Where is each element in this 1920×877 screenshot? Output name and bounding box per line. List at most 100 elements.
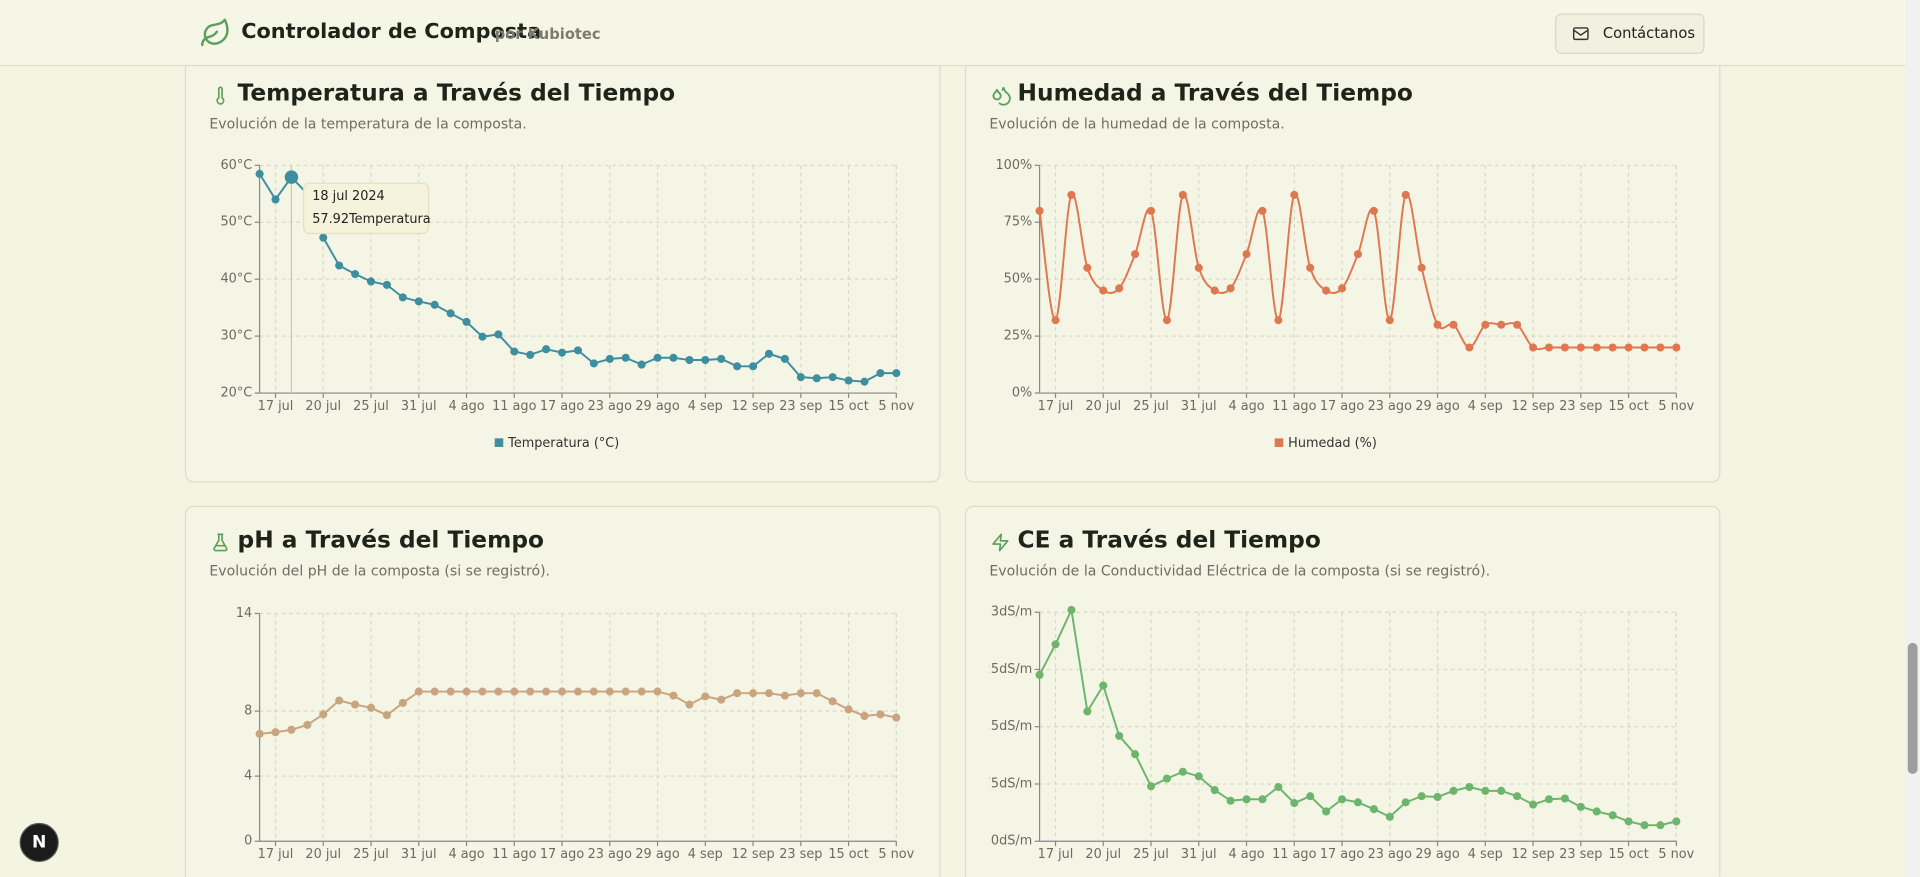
data-point [812,374,821,383]
plot: Humedad (%) [1035,190,1681,451]
data-point [1051,316,1060,325]
data-point [1178,190,1187,199]
y-tick-label: 75% [1004,215,1033,230]
data-point [1624,817,1633,826]
y-tick-label: 8 [244,704,252,719]
data-point [1576,802,1585,811]
x-tick-label: 5 nov [878,399,914,414]
x-tick-label: 17 ago [1320,847,1364,862]
x-tick-label: 17 jul [258,847,294,862]
data-point [749,689,758,698]
data-point [526,350,535,359]
data-point [733,689,742,698]
tooltip-body: 57.92Temperatura [312,211,430,226]
data-point [1576,343,1585,352]
data-point [1083,263,1092,272]
data-point [1481,786,1490,795]
data-point [1513,792,1522,801]
data-point [1592,343,1601,352]
data-point [685,700,694,709]
data-point [749,362,758,371]
x-tick-label: 11 ago [1272,399,1316,414]
x-tick-label: 20 jul [1085,399,1121,414]
data-point [828,373,837,382]
data-point [1274,782,1283,792]
x-tick-label: 4 sep [1468,399,1503,414]
data-point [382,711,391,720]
x-tick-label: 23 ago [588,847,632,862]
data-point [1672,817,1681,826]
x-tick-label: 17 jul [1038,399,1074,414]
data-point [701,692,710,701]
data-point [1385,812,1394,821]
y-tick-label: 25% [1004,329,1033,344]
dev-badge[interactable]: N [19,822,59,863]
data-point [398,698,407,707]
zap-icon [992,533,1009,552]
data-point [860,711,869,721]
data-point [1290,799,1299,808]
data-point [478,687,487,696]
chart: 0 4 8 14 17 jul 20 jul 25 jul 31 jul 4 ago 11 ago… [236,606,915,862]
data-point [1258,206,1267,215]
data-point [1656,821,1665,830]
header: Controlador de Composta por Kubiotec Con… [0,0,1920,67]
data-point [1353,250,1363,259]
y-tick-label: 40°C [221,272,253,287]
data-point [1306,792,1315,801]
x-tick-label: 17 ago [540,399,584,414]
data-point [542,687,551,696]
data-point [876,369,885,378]
x-tick-label: 15 oct [1608,847,1648,862]
x-tick-label: 11 ago [492,847,536,862]
data-point [1274,316,1283,325]
x-tick-label: 23 ago [1368,399,1412,414]
scrollbar [1905,0,1920,877]
card: CE a Través del Tiempo Evolución de la C… [964,505,1721,877]
x-tick-label: 23 sep [779,847,822,862]
x-tick-label: 4 sep [688,399,723,414]
data-point [1497,320,1506,329]
data-point [764,349,774,358]
data-point [1624,343,1633,352]
data-point [1131,250,1140,259]
data-point [1592,807,1601,816]
card-title: Temperatura a Través del Tiempo [237,79,676,107]
data-point [542,345,551,354]
data-point [1067,190,1076,199]
plot: Temperatura (°C) [255,169,901,451]
data-point [1067,605,1076,614]
data-point [1162,316,1171,325]
x-tick-label: 17 ago [540,847,584,862]
data-point [1035,670,1044,679]
data-point [287,725,296,734]
y-tick-label: 4 [244,769,252,784]
x-tick-label: 29 ago [635,847,679,862]
contact-button[interactable]: Contáctanos [1555,13,1705,54]
scrollbar-thumb[interactable] [1907,642,1918,774]
data-point [558,348,567,357]
data-point [478,332,487,341]
data-point [1481,320,1490,329]
data-point [1529,800,1538,809]
data-point [1656,343,1665,352]
data-point [892,713,901,722]
data-point [430,300,439,309]
data-point [1401,190,1410,199]
data-point [1338,284,1347,293]
x-tick-label: 4 sep [688,847,723,862]
active-point [284,170,299,184]
data-point [1497,786,1506,795]
x-tick-label: 5 nov [1658,847,1694,862]
data-point [1035,206,1044,215]
data-point [1226,284,1235,293]
data-point [446,309,455,318]
data-point [366,277,376,286]
tooltip-label: Temperatura [348,211,431,226]
data-point [1449,320,1458,329]
data-point [653,687,662,696]
data-point [828,697,837,706]
data-point [1513,320,1522,329]
thermometer-icon [216,86,225,105]
